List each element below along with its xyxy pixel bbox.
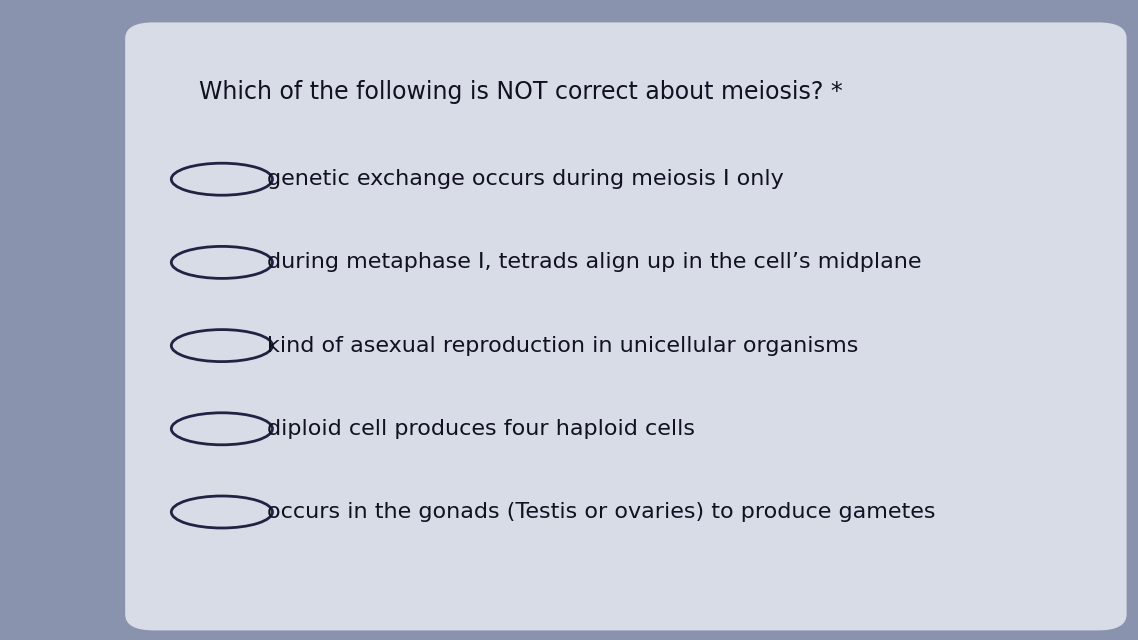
FancyBboxPatch shape xyxy=(125,22,1127,630)
Text: Which of the following is NOT correct about meiosis? *: Which of the following is NOT correct ab… xyxy=(199,80,843,104)
Text: kind of asexual reproduction in unicellular organisms: kind of asexual reproduction in unicellu… xyxy=(267,335,859,356)
Text: genetic exchange occurs during meiosis I only: genetic exchange occurs during meiosis I… xyxy=(267,169,784,189)
Text: diploid cell produces four haploid cells: diploid cell produces four haploid cells xyxy=(267,419,695,439)
Text: occurs in the gonads (Testis or ovaries) to produce gametes: occurs in the gonads (Testis or ovaries)… xyxy=(267,502,935,522)
Text: during metaphase I, tetrads align up in the cell’s midplane: during metaphase I, tetrads align up in … xyxy=(267,252,922,273)
